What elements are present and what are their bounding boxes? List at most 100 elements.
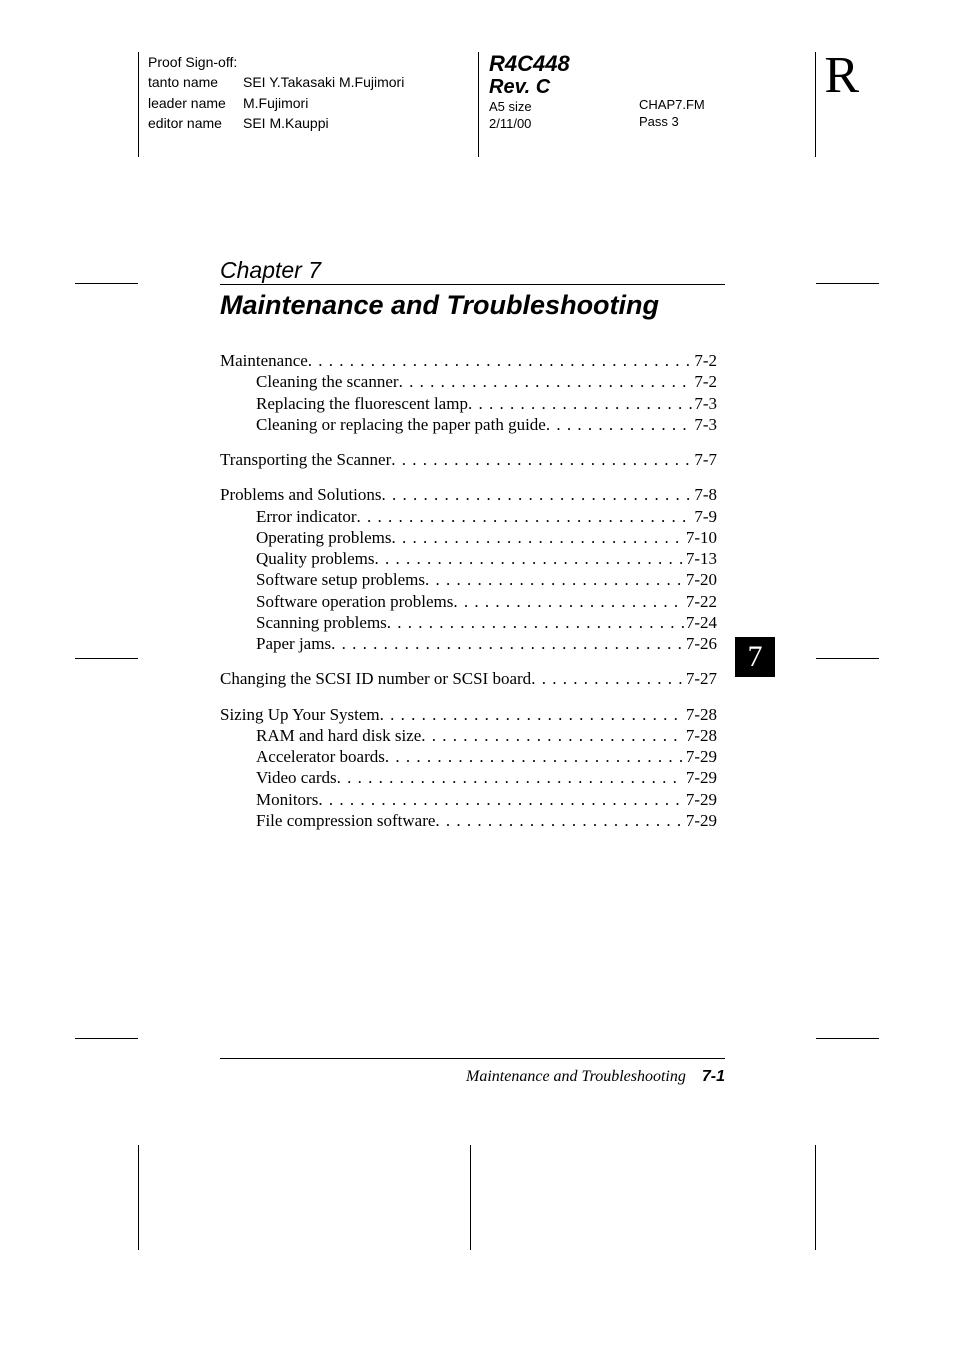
leader-label: leader name [148, 93, 243, 113]
toc-row: Replacing the fluorescent lamp 7-3 [220, 393, 717, 414]
chapter-label: Chapter 7 [220, 257, 321, 284]
crop-mark [75, 658, 138, 659]
crop-mark [75, 1038, 138, 1039]
proof-signoff-block: Proof Sign-off: tanto name SEI Y.Takasak… [148, 52, 478, 157]
toc-leader-dots [453, 591, 683, 612]
document-header: Proof Sign-off: tanto name SEI Y.Takasak… [148, 52, 864, 157]
toc-row: Problems and Solutions 7-8 [220, 484, 717, 505]
toc-leader-dots [308, 350, 693, 371]
toc-label: Sizing Up Your System [220, 704, 380, 725]
tanto-value: SEI Y.Takasaki M.Fujimori [243, 72, 404, 92]
trim-vline [815, 1145, 816, 1250]
toc-label: Maintenance [220, 350, 308, 371]
toc-label: Paper jams [256, 633, 331, 654]
toc-leader-dots [531, 668, 684, 689]
toc-label: Error indicator [256, 506, 357, 527]
chapter-title: Maintenance and Troubleshooting [220, 290, 659, 321]
editor-label: editor name [148, 113, 243, 133]
toc-page: 7-3 [692, 414, 717, 435]
toc-leader-dots [375, 548, 684, 569]
toc-leader-dots [382, 484, 693, 505]
crop-mark [816, 1038, 879, 1039]
toc-leader-dots [468, 393, 692, 414]
crop-mark [816, 283, 879, 284]
toc-label: Software setup problems [256, 569, 425, 590]
chapter-rule [220, 284, 725, 285]
tanto-label: tanto name [148, 72, 243, 92]
toc-label: Transporting the Scanner [220, 449, 391, 470]
toc-row: Changing the SCSI ID number or SCSI boar… [220, 668, 717, 689]
doc-size: A5 size [489, 99, 639, 116]
toc-page: 7-2 [692, 350, 717, 371]
toc-label: Changing the SCSI ID number or SCSI boar… [220, 668, 531, 689]
doc-pass: Pass 3 [639, 114, 769, 131]
toc-page: 7-7 [692, 449, 717, 470]
table-of-contents: Maintenance 7-2Cleaning the scanner7-2Rep… [220, 350, 717, 831]
toc-row: Monitors7-29 [220, 789, 717, 810]
toc-row: Error indicator 7-9 [220, 506, 717, 527]
toc-leader-dots [425, 569, 684, 590]
toc-page: 7-2 [692, 371, 717, 392]
toc-row: Accelerator boards 7-29 [220, 746, 717, 767]
chapter-tab: 7 [735, 637, 775, 677]
trim-vline [138, 1145, 139, 1250]
toc-page: 7-29 [684, 810, 717, 831]
crop-mark [816, 658, 879, 659]
footer-section: Maintenance and Troubleshooting [466, 1068, 686, 1085]
footer-rule [220, 1058, 725, 1059]
toc-page: 7-28 [684, 704, 717, 725]
toc-row: Transporting the Scanner 7-7 [220, 449, 717, 470]
toc-label: Accelerator boards [256, 746, 385, 767]
toc-row: Video cards7-29 [220, 767, 717, 788]
toc-leader-dots [399, 371, 693, 392]
toc-label: Video cards [256, 767, 337, 788]
footer-page-number: 7-1 [702, 1068, 725, 1085]
toc-leader-dots [435, 810, 683, 831]
footer-text: Maintenance and Troubleshooting 7-1 [220, 1068, 725, 1086]
toc-page: 7-24 [684, 612, 717, 633]
doc-file-block: CHAP7.FM Pass 3 [639, 52, 769, 157]
toc-row: Software setup problems 7-20 [220, 569, 717, 590]
toc-page: 7-10 [684, 527, 717, 548]
toc-label: Operating problems [256, 527, 392, 548]
editor-value: SEI M.Kauppi [243, 113, 329, 133]
toc-page: 7-8 [692, 484, 717, 505]
toc-label: Replacing the fluorescent lamp [256, 393, 468, 414]
toc-page: 7-3 [692, 393, 717, 414]
doc-id: R4C448 [489, 52, 639, 76]
toc-label: Problems and Solutions [220, 484, 382, 505]
toc-row: Maintenance 7-2 [220, 350, 717, 371]
toc-leader-dots [387, 612, 684, 633]
toc-page: 7-22 [684, 591, 717, 612]
toc-page: 7-9 [692, 506, 717, 527]
toc-page: 7-20 [684, 569, 717, 590]
toc-leader-dots [391, 449, 692, 470]
toc-label: File compression software [256, 810, 435, 831]
toc-page: 7-29 [684, 789, 717, 810]
toc-row: Operating problems 7-10 [220, 527, 717, 548]
trim-vline [470, 1145, 471, 1250]
toc-label: Quality problems [256, 548, 375, 569]
toc-row: Paper jams 7-26 [220, 633, 717, 654]
toc-label: Scanning problems [256, 612, 387, 633]
toc-label: RAM and hard disk size [256, 725, 421, 746]
toc-label: Cleaning or replacing the paper path gui… [256, 414, 546, 435]
toc-gap [220, 435, 717, 449]
toc-leader-dots [318, 789, 683, 810]
toc-page: 7-26 [684, 633, 717, 654]
toc-gap [220, 470, 717, 484]
toc-leader-dots [357, 506, 693, 527]
page-side-letter: R [824, 50, 859, 102]
toc-page: 7-28 [684, 725, 717, 746]
doc-date: 2/11/00 [489, 116, 639, 133]
toc-leader-dots [331, 633, 684, 654]
toc-row: Scanning problems 7-24 [220, 612, 717, 633]
toc-row: Cleaning the scanner7-2 [220, 371, 717, 392]
toc-page: 7-29 [684, 746, 717, 767]
toc-row: Sizing Up Your System 7-28 [220, 704, 717, 725]
toc-row: Software operation problems7-22 [220, 591, 717, 612]
proof-signoff-label: Proof Sign-off: [148, 52, 478, 72]
toc-leader-dots [421, 725, 684, 746]
toc-leader-dots [380, 704, 684, 725]
toc-gap [220, 654, 717, 668]
